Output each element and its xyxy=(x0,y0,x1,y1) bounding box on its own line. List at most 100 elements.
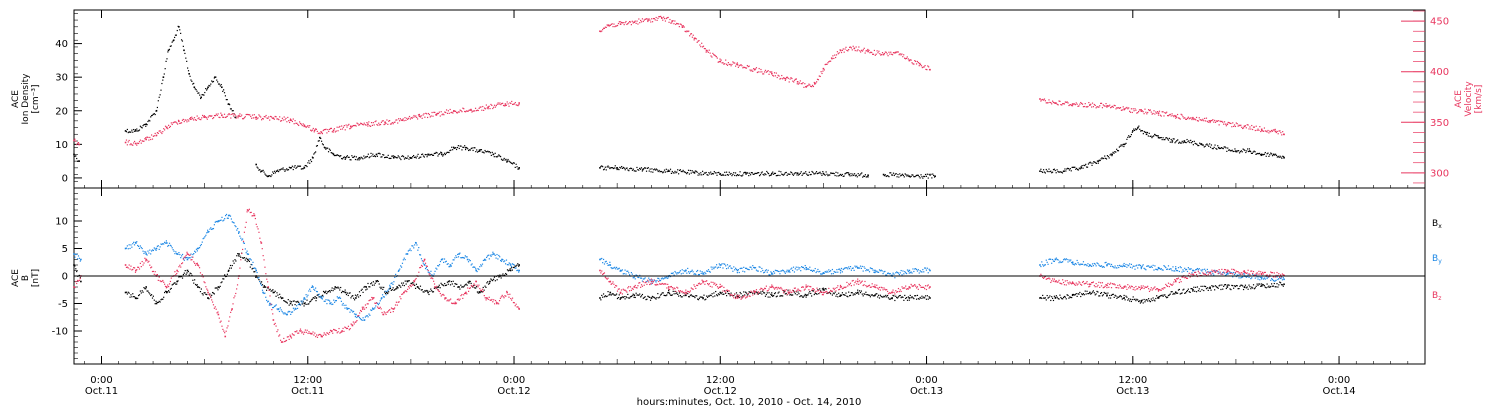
by-sample xyxy=(804,264,806,267)
density-sample xyxy=(1131,131,1133,133)
density-sample xyxy=(1206,143,1208,145)
density-sample xyxy=(407,155,409,157)
series-by xyxy=(73,213,1285,321)
velocity-sample xyxy=(730,65,732,67)
by-sample xyxy=(1146,265,1148,267)
density-sample xyxy=(884,174,886,176)
bx-sample xyxy=(1181,292,1183,294)
bx-sample xyxy=(442,284,444,286)
bz-sample xyxy=(189,254,191,256)
by-sample xyxy=(649,279,652,281)
by-sample xyxy=(910,271,912,273)
density-sample xyxy=(1269,154,1271,156)
velocity-sample xyxy=(509,102,511,104)
velocity-sample xyxy=(483,109,485,111)
density-sample xyxy=(1154,133,1156,136)
density-sample xyxy=(516,166,518,168)
velocity-sample xyxy=(151,138,154,140)
density-sample xyxy=(1091,164,1093,166)
density-sample xyxy=(770,174,772,176)
density-sample xyxy=(1169,141,1171,143)
velocity-sample xyxy=(715,56,718,58)
by-sample xyxy=(1242,276,1244,278)
density-sample xyxy=(1129,135,1132,138)
density-sample xyxy=(664,171,667,173)
velocity-sample xyxy=(199,118,201,121)
by-sample xyxy=(384,290,386,292)
velocity-sample xyxy=(875,53,877,55)
velocity-sample xyxy=(479,106,481,108)
by-sample xyxy=(185,256,187,259)
bx-sample xyxy=(859,291,862,294)
velocity-sample xyxy=(249,114,251,116)
bx-sample xyxy=(730,292,732,294)
density-sample xyxy=(261,170,263,172)
bx-sample xyxy=(498,276,500,278)
velocity-sample xyxy=(878,50,880,52)
velocity-sample xyxy=(161,132,163,135)
by-sample xyxy=(346,307,348,309)
bx-sample xyxy=(1204,285,1206,287)
velocity-sample xyxy=(635,22,637,24)
density-data-point xyxy=(200,96,202,99)
velocity-sample xyxy=(1267,129,1269,132)
density-sample xyxy=(292,168,294,171)
velocity-sample xyxy=(857,49,859,51)
bx-sample xyxy=(690,294,692,296)
velocity-sample xyxy=(279,120,282,122)
by-sample xyxy=(303,298,305,300)
velocity-sample xyxy=(1143,113,1145,115)
bx-sample xyxy=(167,291,169,293)
density-sample xyxy=(446,151,448,153)
bx-sample xyxy=(365,289,367,291)
velocity-sample xyxy=(286,121,288,123)
bx-sample xyxy=(735,292,738,294)
by-sample xyxy=(781,270,783,272)
bx-sample xyxy=(1185,290,1188,293)
bz-data-point xyxy=(207,291,209,294)
velocity-data-point xyxy=(272,117,275,120)
velocity-sample xyxy=(700,46,702,48)
velocity-sample xyxy=(368,121,370,123)
bz-data-point xyxy=(246,209,249,211)
velocity-sample xyxy=(217,113,219,115)
velocity-sample xyxy=(515,104,517,106)
velocity-sample xyxy=(1142,111,1144,113)
bx-sample xyxy=(776,295,778,297)
by-sample xyxy=(444,261,447,263)
bz-sample xyxy=(201,274,203,276)
bx-sample xyxy=(439,287,441,289)
density-sample xyxy=(1124,143,1126,145)
bx-sample xyxy=(1252,287,1254,289)
velocity-sample xyxy=(246,113,248,116)
by-sample xyxy=(218,220,220,222)
bx-sample xyxy=(350,297,352,299)
velocity-sample xyxy=(422,114,424,116)
bx-sample xyxy=(750,291,752,293)
bx-sample xyxy=(1048,296,1050,298)
velocity-sample xyxy=(201,114,204,117)
velocity-sample xyxy=(675,23,677,26)
by-sample xyxy=(794,268,796,270)
bx-sample xyxy=(505,272,507,275)
velocity-sample xyxy=(652,17,655,20)
by-data-point xyxy=(255,269,257,272)
velocity-sample xyxy=(128,139,130,142)
density-sample xyxy=(710,171,712,173)
density-sample xyxy=(660,170,662,173)
velocity-sample xyxy=(1183,117,1185,119)
bx-sample xyxy=(760,291,762,293)
by-sample xyxy=(883,271,885,273)
density-sample xyxy=(383,154,385,156)
velocity-sample xyxy=(615,25,617,27)
by-sample xyxy=(169,244,172,246)
bx-sample xyxy=(253,271,255,273)
density-sample xyxy=(356,159,358,161)
by-data-point xyxy=(1260,276,1263,279)
by-sample xyxy=(1121,266,1123,268)
density-sample xyxy=(463,146,465,149)
bx-sample xyxy=(1098,295,1100,297)
velocity-sample xyxy=(276,118,278,120)
velocity-sample xyxy=(297,123,299,126)
bx-sample xyxy=(1282,285,1284,287)
